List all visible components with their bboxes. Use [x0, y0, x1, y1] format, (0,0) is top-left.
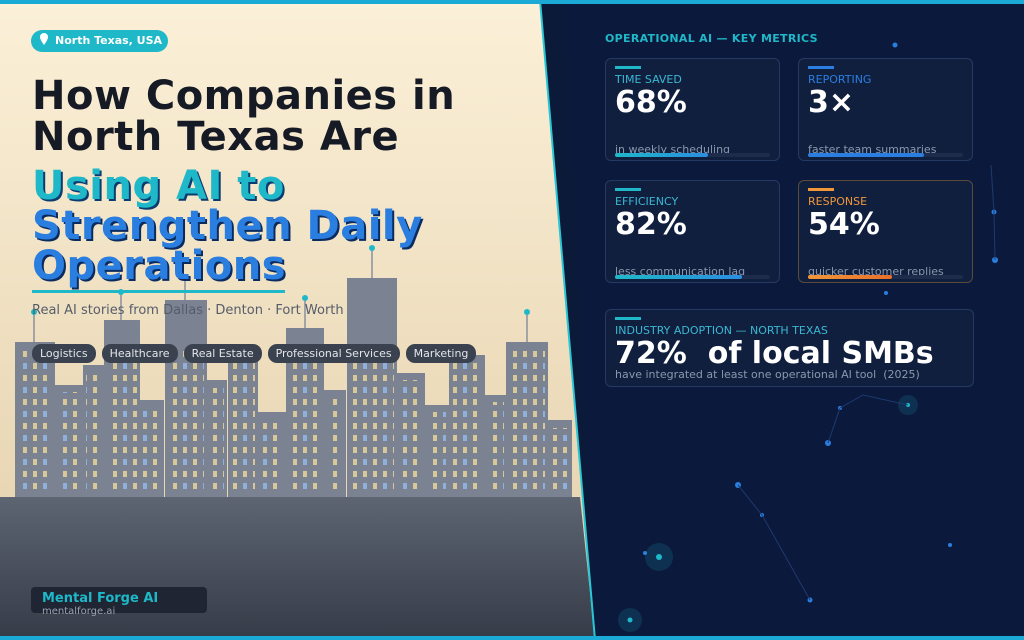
progress-track: [615, 153, 770, 157]
metric-card: TIME SAVED 68% in weekly scheduling: [605, 58, 780, 161]
adoption-label: INDUSTRY ADOPTION — NORTH TEXAS: [615, 324, 828, 337]
progress-fill: [615, 153, 708, 157]
metric-value: 68%: [615, 85, 687, 120]
title-line: Using AI to: [32, 163, 285, 209]
title-line: Strengthen Daily: [32, 203, 423, 249]
metric-card: EFFICIENCY 82% less communication lag: [605, 180, 780, 283]
adoption-number: 72%: [615, 336, 687, 371]
tag: Professional Services: [267, 344, 400, 363]
progress-fill: [615, 275, 743, 279]
metric-card: REPORTING 3× faster team summaries: [798, 58, 973, 161]
progress-track: [808, 275, 963, 279]
metric-value: 3×: [808, 85, 855, 120]
metric-caption: quicker customer replies: [808, 265, 944, 278]
url: mentalforge.ai: [42, 606, 116, 617]
location-badge: North Texas, USA: [31, 30, 169, 52]
panel-heading: OPERATIONAL AI — KEY METRICS: [605, 32, 818, 45]
metric-label: EFFICIENCY: [615, 195, 679, 208]
title-line: North Texas Are: [32, 114, 400, 160]
metric-caption: in weekly scheduling: [615, 143, 731, 156]
footer-box: [31, 587, 207, 613]
tag: Healthcare: [101, 344, 178, 363]
tag: Logistics: [32, 344, 96, 363]
metric-caption: faster team summaries: [808, 143, 937, 156]
metric-value: 54%: [808, 207, 880, 242]
tag: Real Estate: [183, 344, 262, 363]
progress-track: [808, 153, 963, 157]
title-line: Operations: [32, 243, 287, 289]
accent: [808, 66, 834, 69]
metric-value: 82%: [615, 207, 687, 242]
badge-text: North Texas, USA: [55, 34, 163, 47]
accent: [808, 188, 834, 191]
adoption-value: 72% of local SMBs: [615, 336, 934, 371]
adoption-year: (2025): [883, 368, 920, 381]
adoption-desc: have integrated at least one operational…: [615, 368, 877, 381]
adoption-caption: have integrated at least one operational…: [615, 368, 920, 381]
brand: Mental Forge AI: [42, 591, 159, 606]
progress-fill: [808, 153, 925, 157]
adoption-text: of local SMBs: [707, 336, 934, 371]
adoption-card: INDUSTRY ADOPTION — NORTH TEXAS 72% of l…: [605, 309, 974, 387]
metric-label: RESPONSE: [808, 195, 868, 208]
accent: [615, 188, 641, 191]
progress-track: [615, 275, 770, 279]
tag: Marketing: [405, 344, 477, 363]
accent: [615, 66, 641, 69]
progress-fill: [808, 275, 892, 279]
metric-card: RESPONSE 54% quicker customer replies: [798, 180, 973, 283]
tag-list: Logistics Healthcare Real Estate Profession…: [32, 342, 482, 363]
pin-icon: [40, 33, 48, 45]
metric-caption: less communication lag: [615, 265, 746, 278]
title-line: How Companies in: [32, 73, 456, 119]
subtitle: Real AI stories from Dallas · Denton · F…: [32, 303, 344, 318]
metric-label: TIME SAVED: [615, 73, 682, 86]
metric-label: REPORTING: [808, 73, 872, 86]
title-underline: [32, 290, 285, 293]
